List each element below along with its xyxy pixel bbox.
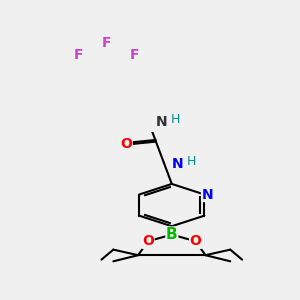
Text: N: N [202, 188, 213, 202]
Text: N: N [156, 115, 168, 129]
Text: O: O [120, 137, 132, 152]
Text: B: B [166, 227, 178, 242]
Text: F: F [129, 48, 139, 62]
Text: F: F [102, 35, 111, 50]
Text: H: H [187, 155, 196, 168]
Text: N: N [172, 157, 184, 171]
Text: O: O [142, 234, 154, 248]
Text: F: F [74, 48, 83, 62]
Text: H: H [171, 113, 180, 126]
Text: O: O [190, 234, 202, 248]
